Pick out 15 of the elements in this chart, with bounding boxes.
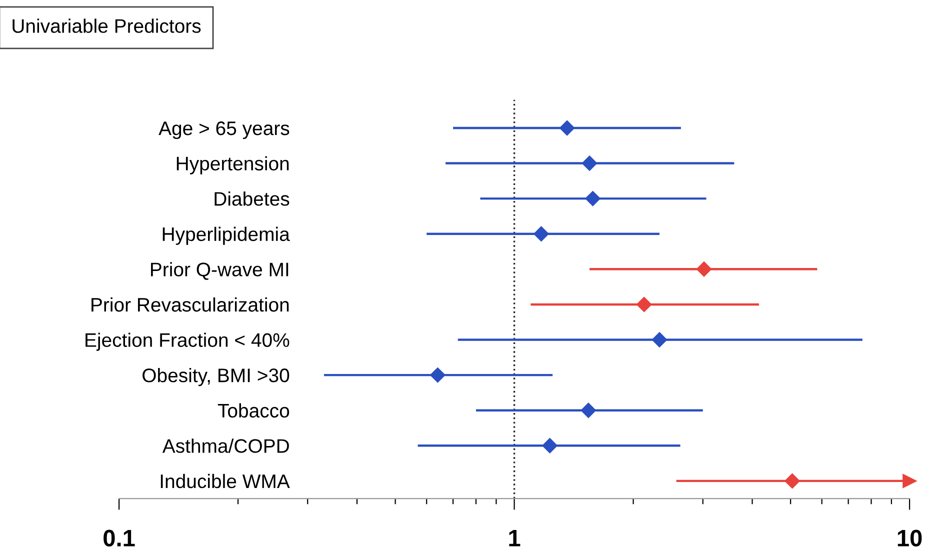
x-tick-label: 0.1 [104, 530, 135, 546]
y-tick-label: Obesity, BMI >30 [142, 368, 290, 386]
y-tick-label: Diabetes [214, 192, 290, 206]
x-tick-label: 10 [898, 530, 922, 546]
y-tick-label: Prior Revascularization [92, 297, 289, 312]
y-tick-label: Hyperlipidemia [162, 226, 290, 245]
y-tick-label: Tobacco [218, 403, 290, 418]
y-tick-label: Asthma/COPD [162, 438, 289, 453]
y-tick-label: Age > 65 years [158, 121, 290, 140]
chart-title: Univariable Predictors [12, 18, 201, 33]
y-tick-label: Hypertension [176, 156, 289, 174]
y-tick-label: Inducible WMA [160, 474, 290, 488]
y-tick-label: Prior Q-wave MI [151, 262, 288, 280]
x-tick-label: 1 [509, 530, 520, 546]
y-tick-label: Ejection Fraction < 40% [86, 332, 290, 351]
